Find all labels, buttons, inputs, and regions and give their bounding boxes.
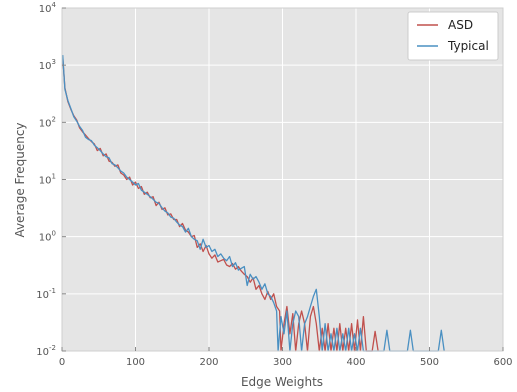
legend-label-asd: ASD	[448, 18, 473, 32]
y-tick-label: 104	[39, 1, 57, 15]
x-tick-label: 500	[420, 357, 439, 368]
y-tick-label: 10-2	[36, 344, 56, 358]
x-axis-label: Edge Weights	[241, 375, 323, 389]
x-tick-label: 100	[126, 357, 145, 368]
series-line-typical	[62, 55, 445, 352]
x-axis-ticks: 0 100 200 300 400 500 600	[59, 347, 513, 368]
y-tick-label: 10-1	[36, 287, 56, 301]
y-axis-label: Average Frequency	[13, 122, 27, 237]
y-tick-label: 100	[39, 230, 56, 244]
y-tick-label: 103	[39, 58, 56, 72]
x-tick-label: 300	[273, 357, 292, 368]
x-tick-label: 600	[493, 357, 512, 368]
x-tick-label: 200	[199, 357, 218, 368]
y-tick-label: 101	[39, 173, 56, 187]
x-tick-label: 0	[59, 357, 65, 368]
series-layer	[62, 55, 445, 352]
series-line-asd	[62, 56, 379, 352]
x-tick-label: 400	[346, 357, 365, 368]
legend: ASD Typical	[407, 11, 499, 61]
legend-label-typical: Typical	[447, 39, 489, 53]
y-axis-ticks: 10-2 10-1 100 101 102 103 104	[36, 1, 66, 358]
legend-box	[407, 11, 499, 61]
y-tick-label: 102	[39, 115, 56, 129]
